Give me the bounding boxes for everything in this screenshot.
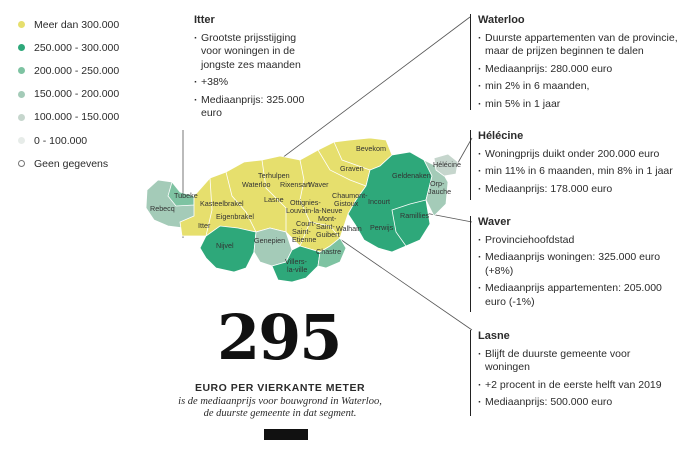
label-lasne: Lasne [264,195,284,204]
callout-item: +38% [194,76,314,90]
divider [470,216,471,312]
legend-swatch-icon [18,113,25,121]
callout-wavre: Waver Provinciehoofdstad Mediaanprijs won… [478,216,678,313]
legend-swatch-icon [18,44,25,52]
callout-item: Mediaanprijs appartementen: 205.000 euro… [478,282,678,309]
legend-item: 200.000 - 250.000 [18,59,188,82]
municipality-labels: Tubeke Rebecq Kasteelbrakel Eigenbrakel … [150,144,461,274]
legend-label: 250.000 - 300.000 [34,41,120,54]
legend-label: 150.000 - 200.000 [34,88,120,101]
callout-title: Waver [478,216,511,228]
label-geldenaken: Geldenaken [392,171,431,180]
legend-item: 100.000 - 150.000 [18,106,188,129]
callout-item: Grootste prijsstijging voor woningen in … [194,32,314,73]
label-court-saint-etienne: Court-Saint-Etienne [292,219,317,244]
caption-line: is de mediaanprijs voor bouwgrond in Wat… [178,396,382,407]
label-kasteelbrakel: Kasteelbrakel [200,199,244,208]
caption-line: de duurste gemeente in dat segment. [203,407,357,419]
leader-waterloo [249,16,471,183]
legend-label: 200.000 - 250.000 [34,64,120,77]
callout-item: Mediaanprijs: 325.000 euro [194,94,314,121]
label-rebecq: Rebecq [150,204,175,213]
legend-item: 150.000 - 200.000 [18,83,188,106]
legend-item: Geen gegevens [18,152,188,175]
label-rixensart: Rixensart [280,180,310,189]
callout-item: Provinciehoofdstad [478,234,678,248]
label-graven: Graven [340,164,364,173]
callout-itter: Itter Grootste prijsstijging voor woning… [194,14,314,125]
legend: Meer dan 300.000 250.000 - 300.000 200.000… [18,13,188,175]
legend-label: 0 - 100.000 [34,134,88,147]
callout-item: Mediaanprijs woningen: 325.000 euro (+8%… [478,251,678,278]
label-ottignies: Ottignies-Louvain-la-Neuve [286,198,342,215]
legend-swatch-icon [18,67,25,75]
divider [470,330,471,416]
label-incourt: Incourt [368,197,390,206]
legend-label: Meer dan 300.000 [34,18,120,31]
callout-lasne: Lasne Blijft de duurste gemeente voor wo… [478,330,678,414]
callout-item: min 2% in 6 maanden, [478,80,678,94]
legend-item: 250.000 - 300.000 [18,36,188,59]
label-villers: Villers-la-ville [285,257,307,274]
callout-item: min 11% in 6 maanden, min 8% in 1 jaar [478,165,678,179]
callout-title: Lasne [478,330,510,342]
decorative-bar [264,429,308,440]
region-helecine [433,153,459,177]
legend-label: 100.000 - 150.000 [34,111,120,124]
callout-item: Woningprijs duikt onder 200.000 euro [478,148,678,162]
region-nijvel [199,225,257,273]
legend-swatch-icon [18,160,25,168]
label-walhain: Walhain [336,224,362,233]
headline-subhead: EURO PER VIERKANTE METER [194,382,366,394]
callout-item: Mediaanprijs: 280.000 euro [478,63,678,77]
headline-number: 295 [217,301,342,374]
legend-item: 0 - 100.000 [18,129,188,152]
legend-swatch-icon [18,137,25,145]
label-waterloo: Waterloo [242,180,271,189]
label-eigenbrakel: Eigenbrakel [216,212,254,221]
legend-label: Geen gegevens [34,157,109,170]
callout-waterloo: Waterloo Duurste appartementen van de pr… [478,14,678,115]
label-genepien: Genepien [254,236,285,245]
callout-item: Mediaanprijs: 178.000 euro [478,183,678,197]
divider [470,14,471,110]
label-tubeke: Tubeke [174,191,198,200]
legend-item: Meer dan 300.000 [18,13,188,36]
label-ramillies: Ramillies [400,211,430,220]
callout-title: Itter [194,14,215,26]
callout-helecine: Hélécine Woningprijs duikt onder 200.000… [478,130,678,200]
callout-item: Duurste appartementen van de provincie, … [478,32,678,59]
label-mont-saint-guibert: Mont-Saint-Guibert [316,214,340,239]
label-perwijs: Perwijs [370,223,394,232]
callout-item: min 5% in 1 jaar [478,98,678,112]
divider [470,130,471,200]
legend-swatch-icon [18,90,25,98]
callout-title: Hélécine [478,130,524,142]
legend-swatch-icon [18,21,25,29]
callout-title: Waterloo [478,14,525,26]
label-bevekom: Bevekom [356,144,386,153]
label-helecine: Hélécine [433,160,461,169]
label-waver: Waver [308,180,329,189]
callout-item: Mediaanprijs: 500.000 euro [478,396,678,410]
internal-borders [205,141,371,247]
label-terhulpen: Terhulpen [258,171,290,180]
label-chaumont-gistoux: Chaumont-Gistoux [332,191,368,208]
headline-caption: is de mediaanprijs voor bouwgrond in Wat… [150,396,410,419]
label-orp-jauche: Orp-Jauche [428,179,451,196]
region-ramillies [391,199,431,247]
label-nijvel: Nijvel [216,241,234,250]
callout-item: +2 procent in de eerste helft van 2019 [478,379,678,393]
label-chastre: Chastre [316,247,341,256]
region-chastre [317,237,347,269]
callout-item: Blijft de duurste gemeente voor woningen [478,348,678,375]
label-itter: Itter [198,221,211,230]
